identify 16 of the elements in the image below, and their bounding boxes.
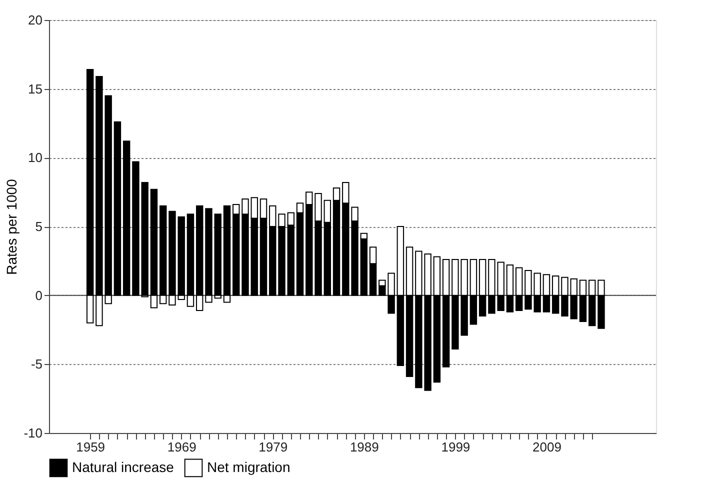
- x-tick-label: 2009: [532, 440, 562, 454]
- y-tick-label: 0: [35, 288, 42, 303]
- x-tick-label: 1959: [76, 440, 106, 454]
- legend-label: Net migration: [207, 458, 290, 475]
- y-tick-label: 10: [28, 150, 42, 166]
- x-tick-label: 1989: [350, 440, 379, 454]
- x-tick-label: 1979: [258, 440, 288, 454]
- x-tick-label: 1999: [441, 440, 470, 454]
- y-tick-label: 5: [35, 219, 42, 234]
- y-tick-label: -5: [30, 356, 42, 372]
- y-tick-label: -10: [24, 426, 42, 440]
- legend-label: Natural increase: [72, 458, 174, 475]
- x-tick-label: 1969: [167, 440, 196, 454]
- y-tick-label: 20: [28, 12, 42, 28]
- y-tick-label: 15: [28, 81, 42, 96]
- y-axis-title: Rates per 1000: [4, 178, 20, 275]
